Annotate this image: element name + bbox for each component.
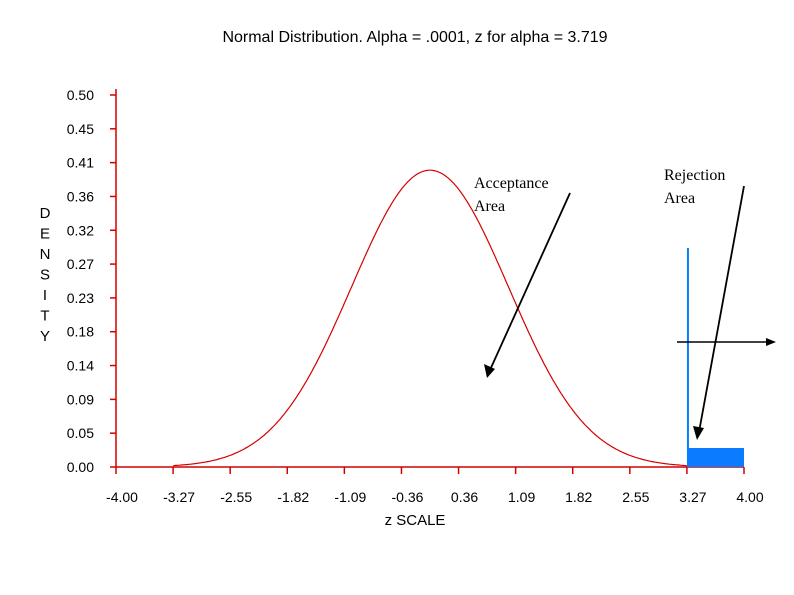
rejection-annotation: Rejection Area (664, 167, 776, 440)
x-tick-label: 3.27 (679, 489, 706, 505)
acceptance-label-line2: Area (474, 198, 505, 215)
x-tick-label: -2.55 (220, 489, 252, 505)
y-axis-title-letter: N (40, 246, 51, 263)
acceptance-arrowhead (484, 364, 495, 378)
y-tick-label: 0.41 (67, 155, 94, 171)
y-tick-label: 0.27 (67, 256, 94, 272)
rejection-label-line2: Area (664, 190, 695, 207)
x-tick-labels: -4.00 -3.27 -2.55 -1.82 -1.09 -0.36 0.36 1.09 1.… (106, 489, 764, 505)
y-axis-title-letter: I (43, 287, 47, 304)
rejection-arrow (698, 185, 745, 433)
y-tick-label: 0.00 (67, 459, 94, 475)
y-tick-label: 0.14 (67, 358, 94, 374)
x-tick-label: 2.55 (622, 489, 649, 505)
density-curve (173, 169, 701, 468)
y-tick-label: 0.36 (67, 188, 94, 204)
x-tick-label: -4.00 (106, 489, 138, 505)
tail-direction-arrowhead (766, 338, 776, 346)
y-axis-title-letter: E (40, 226, 50, 243)
y-axis-title-letter: D (40, 205, 51, 222)
rejection-arrowhead (693, 426, 704, 440)
y-tick-label: 0.05 (67, 425, 94, 441)
y-axis-title-letter: S (40, 267, 50, 284)
x-tick-label: -0.36 (391, 489, 423, 505)
axis-ticks (110, 94, 745, 474)
y-axis-title-letter: Y (40, 328, 50, 345)
y-tick-label: 0.18 (67, 324, 94, 340)
x-tick-label: -3.27 (163, 489, 195, 505)
x-axis-title: z SCALE (385, 512, 446, 529)
x-tick-label: 1.82 (565, 489, 592, 505)
x-tick-label: 1.09 (508, 489, 535, 505)
acceptance-annotation: Acceptance Area (474, 175, 571, 378)
x-tick-label: -1.82 (277, 489, 309, 505)
y-axis-title-letter: T (40, 308, 49, 325)
y-tick-label: 0.32 (67, 222, 94, 238)
x-tick-label: 4.00 (736, 489, 763, 505)
acceptance-label-line1: Acceptance (474, 175, 549, 192)
y-tick-labels: 0.50 0.45 0.41 0.36 0.32 0.27 0.23 0.18 0.14 0.09… (67, 87, 94, 475)
chart-title: Normal Distribution. Alpha = .0001, z fo… (222, 29, 607, 46)
acceptance-arrow (489, 192, 571, 371)
rejection-label-line1: Rejection (664, 167, 725, 184)
rejection-region (687, 448, 744, 467)
y-tick-label: 0.50 (67, 87, 94, 103)
y-tick-label: 0.45 (67, 121, 94, 137)
x-tick-label: -1.09 (334, 489, 366, 505)
y-tick-label: 0.09 (67, 391, 94, 407)
y-tick-label: 0.23 (67, 290, 94, 306)
x-tick-label: 0.36 (451, 489, 478, 505)
